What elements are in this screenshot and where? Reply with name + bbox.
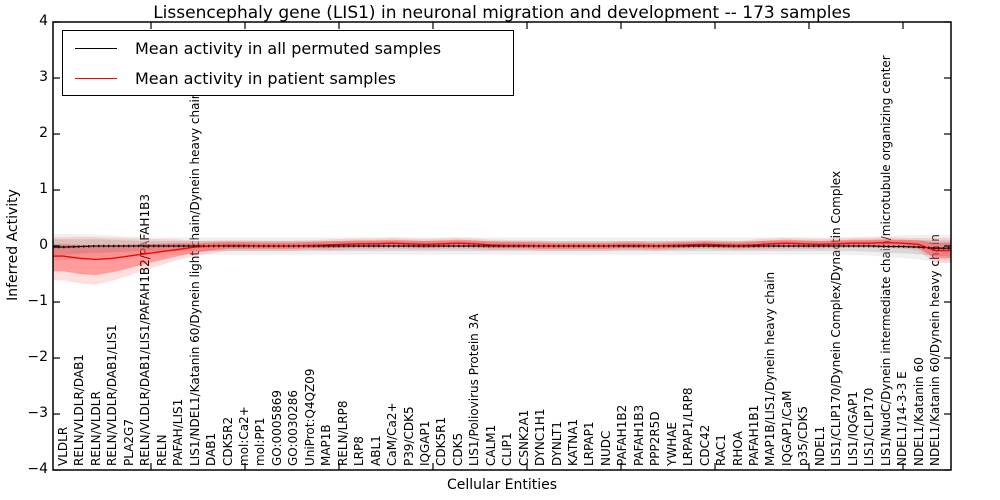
x-tick-label-47: LIS1/CLIP170/Dynein Complex/Dynactin Com…: [829, 170, 844, 466]
x-tick-label-50: LIS1/NudC/Dynein intermediate chain/micr…: [878, 55, 893, 466]
y-tick-label: 0: [39, 237, 48, 253]
x-tick-label-40: RAC1: [714, 434, 729, 466]
x-tick-label-7: PAFAH/LIS1: [171, 398, 186, 466]
legend-label: Mean activity in patient samples: [135, 68, 396, 88]
x-tick-label-11: mol:Ca2+: [236, 406, 251, 466]
x-tick-label-3: RELN/VLDLR/DAB1/LIS1: [105, 324, 120, 466]
x-tick-label-15: UniProt:Q4QZ09: [302, 368, 317, 466]
x-tick-label-18: LRP8: [352, 436, 367, 466]
x-tick-label-29: DYNC1H1: [533, 408, 548, 466]
x-tick-label-52: NDEL1/Katanin 60: [911, 357, 926, 466]
x-tick-label-35: PAFAH1B3: [631, 404, 646, 466]
y-tick-label: −4: [27, 461, 48, 477]
x-tick-label-41: RHOA: [730, 431, 745, 466]
x-tick-label-27: CLIP1: [500, 432, 515, 466]
x-tick-label-22: IQGAP1: [417, 420, 432, 466]
x-tick-label-5: RELN/VLDLR/DAB1/LIS1/PAFAH1B2/PAFAH1B3: [138, 194, 153, 466]
x-tick-label-36: PPP2R5D: [648, 411, 663, 466]
legend-entry-1: Mean activity in patient samples: [63, 69, 513, 88]
x-tick-label-25: LIS1/Poliovirus Protein 3A: [467, 313, 482, 466]
x-tick-label-9: DAB1: [204, 432, 219, 466]
x-tick-label-49: LIS1/CLIP170: [862, 387, 877, 466]
x-tick-label-2: RELN/VLDLR: [88, 391, 103, 466]
y-tick-label: −3: [27, 405, 48, 421]
x-tick-label-31: KATNA1: [566, 418, 581, 466]
x-tick-label-20: CaM/Ca2+: [385, 402, 400, 466]
x-tick-label-33: NUDC: [598, 430, 613, 466]
x-axis-title: Cellular Entities: [446, 477, 558, 493]
x-tick-label-28: CSNK2A1: [516, 409, 531, 466]
legend-line-sample: [75, 77, 117, 79]
x-tick-label-16: MAP1B: [319, 424, 334, 466]
x-tick-label-53: NDEL1/Katanin 60/Dynein heavy chain: [928, 234, 942, 466]
x-tick-label-1: RELN/VLDLR/DAB1: [72, 354, 87, 466]
x-tick-label-42: PAFAH1B1: [747, 404, 762, 466]
x-tick-label-6: RELN: [154, 434, 169, 466]
x-tick-label-39: CDC42: [697, 424, 712, 466]
x-tick-label-38: LRPAP1/LRP8: [681, 387, 696, 466]
x-tick-label-19: ABL1: [368, 435, 383, 466]
x-tick-label-4: PLA2G7: [121, 419, 136, 466]
x-tick-label-51: NDEL1/14-3-3 E: [895, 371, 910, 466]
legend-label: Mean activity in all permuted samples: [135, 38, 442, 58]
x-tick-label-23: CDK5R1: [434, 416, 449, 466]
y-tick-label: 4: [39, 13, 48, 29]
x-tick-label-48: LIS1/IQGAP1: [845, 391, 860, 466]
legend-entry-0: Mean activity in all permuted samples: [63, 39, 513, 58]
x-tick-label-32: LRPAP1: [582, 421, 597, 466]
chart-title: Lissencephaly gene (LIS1) in neuronal mi…: [153, 3, 851, 23]
x-tick-label-24: CDK5: [450, 432, 465, 466]
x-tick-label-8: LIS1/NDEL1/Katanin 60/Dynein light chain…: [187, 91, 202, 466]
legend-line-sample: [75, 47, 117, 49]
x-tick-label-34: PAFAH1B2: [615, 404, 630, 466]
x-tick-label-44: IQGAP1/CaM: [779, 390, 794, 467]
legend: Mean activity in all permuted samples Mea…: [62, 30, 514, 96]
y-tick-label: 2: [39, 125, 48, 141]
y-tick-label: −2: [27, 349, 48, 365]
x-tick-label-21: P39/CDK5: [401, 406, 416, 466]
x-tick-label-10: CDK5R2: [220, 416, 235, 466]
x-tick-label-37: YWHAE: [664, 421, 679, 466]
x-tick-label-46: NDEL1: [812, 425, 827, 466]
x-tick-label-17: RELN/LRP8: [335, 400, 350, 466]
y-tick-label: 1: [39, 181, 48, 197]
x-tick-label-12: mol:PP1: [253, 417, 268, 466]
x-tick-label-26: CALM1: [483, 424, 498, 466]
x-tick-label-45: p35/CDK5: [796, 405, 811, 466]
y-tick-label: 3: [39, 69, 48, 85]
x-tick-label-14: GO:0030286: [286, 389, 301, 466]
x-tick-label-0: VLDLR: [56, 426, 70, 466]
x-tick-label-43: MAP1B/LIS1/Dynein heavy chain: [763, 271, 778, 466]
x-tick-label-30: DYNLT1: [549, 421, 564, 466]
x-tick-label-13: GO:0005869: [269, 389, 284, 466]
y-tick-label: −1: [27, 293, 48, 309]
